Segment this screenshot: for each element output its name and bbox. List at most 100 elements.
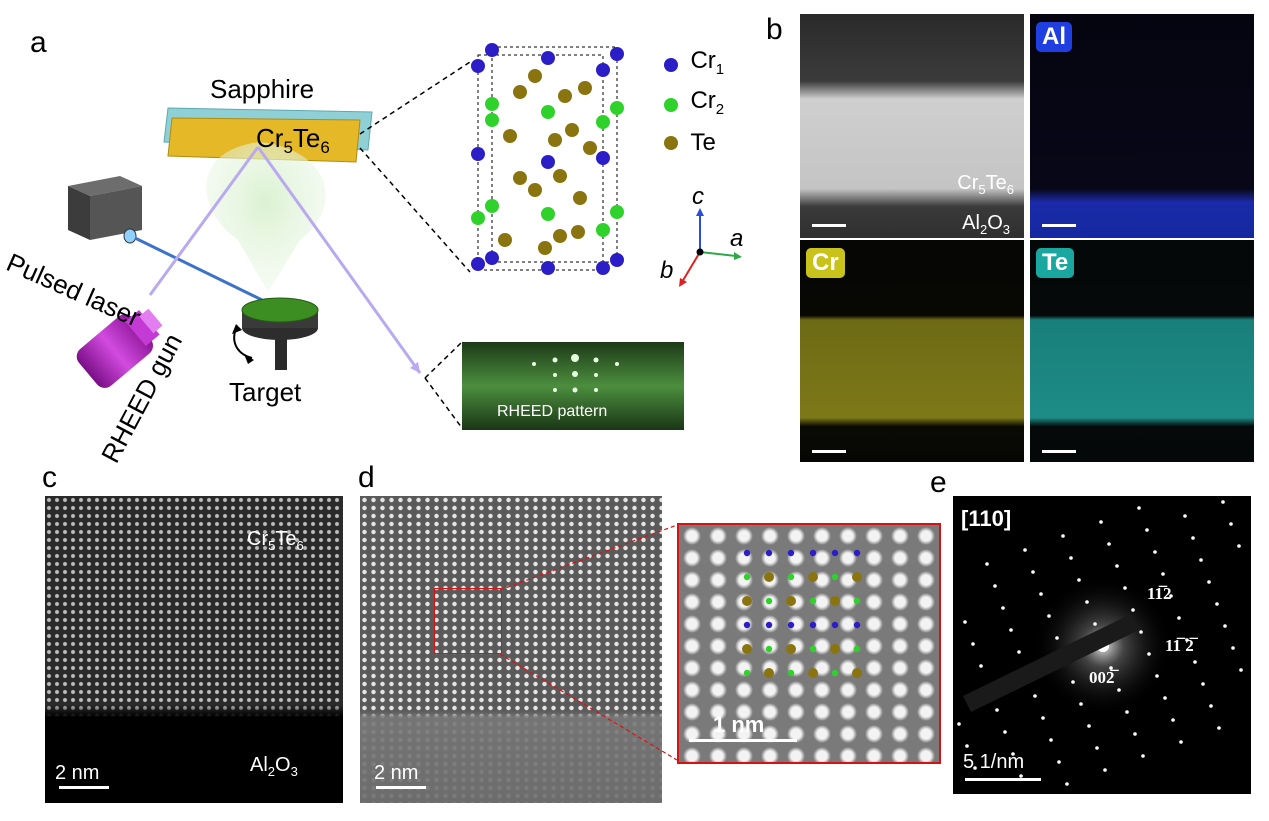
inset-atom (830, 596, 840, 606)
inset-atom (787, 573, 795, 581)
sapphire-label: Sapphire (210, 74, 315, 104)
inset-atom (853, 549, 861, 557)
diffraction-spot (1237, 544, 1241, 548)
te-atom (503, 129, 517, 143)
diffraction-spot (963, 620, 967, 624)
inset-atom (743, 621, 751, 629)
scale-label: 2 nm (374, 762, 419, 784)
te-atom (553, 169, 567, 183)
te-atom (513, 171, 527, 185)
scale-bar (1042, 224, 1076, 227)
inset-atom (830, 644, 840, 654)
scale-bar (812, 450, 846, 453)
spot-label-3: 002̅ (1089, 668, 1115, 687)
inset-atom (743, 549, 751, 557)
diffraction-spot (1071, 680, 1075, 684)
diffraction-spot (1207, 580, 1211, 584)
te-atom (571, 225, 585, 239)
diffraction-spot (993, 584, 997, 588)
diffraction-spot (985, 562, 989, 566)
panel-label-d: d (358, 461, 375, 494)
inset-atom (809, 645, 817, 653)
legend-dot (664, 58, 678, 73)
te-atom (528, 183, 542, 197)
inset-atom (808, 572, 818, 582)
diffraction-spot (1077, 578, 1081, 582)
diffraction-spot (1107, 542, 1111, 546)
diffraction-spot (1133, 732, 1137, 736)
zone-axis-label: [110] (961, 506, 1012, 531)
diffraction-spot (957, 722, 961, 726)
cr2-atom (596, 115, 610, 129)
diffraction-spot (965, 744, 969, 748)
substrate-label: Al2O3 (250, 754, 298, 779)
diffraction-spot (1019, 774, 1023, 778)
diffraction-spot (1047, 614, 1051, 618)
inset-atom (831, 621, 839, 629)
cr1-atom (610, 253, 624, 267)
inset-atom (742, 644, 752, 654)
deposition-schematic (68, 43, 742, 430)
diffraction-spot (1011, 752, 1015, 756)
diffraction-spot (1103, 768, 1107, 772)
inset-atom (786, 596, 796, 606)
cr2-atom (541, 207, 555, 221)
scale-bar (59, 786, 109, 789)
cr2-atom (596, 223, 610, 237)
element-badge-al: Al (1036, 22, 1072, 52)
inset-atom (853, 621, 861, 629)
film-label: Cr5Te6 (256, 123, 330, 158)
te-atom (498, 233, 512, 247)
diffraction-spot (1191, 536, 1195, 540)
film-label: Cr5Te6 (957, 172, 1014, 197)
diffraction-spot (1099, 520, 1103, 524)
te-atom (528, 69, 542, 83)
diffraction-spot (1049, 738, 1053, 742)
te-atom (538, 241, 552, 255)
diffraction-spot (1085, 600, 1089, 604)
cr2-atom (610, 205, 624, 219)
hrtem-image-d: 2 nm (360, 496, 662, 803)
cr1-atom (471, 257, 485, 271)
diffraction-pattern: [110] 11̅2 11̅ 2̅ 002̅ 5 1/nm (953, 496, 1251, 794)
diffraction-spot (1209, 704, 1213, 708)
legend-dot (664, 98, 678, 113)
inset-atom (765, 621, 773, 629)
cr1-atom (541, 261, 555, 275)
axis-a-label: a (730, 225, 744, 252)
diffraction-spot (1131, 608, 1135, 612)
inset-atom (764, 668, 774, 678)
legend-item-cr2: Cr2 (664, 88, 724, 123)
diffraction-spot (1221, 500, 1225, 504)
cr1-atom (471, 147, 485, 161)
cr1-atom (485, 43, 499, 57)
plume (206, 142, 326, 292)
inset-atom (765, 549, 773, 557)
diffraction-spot (1183, 514, 1187, 518)
diffraction-spot (1117, 688, 1121, 692)
diffraction-spot (1199, 558, 1203, 562)
diffraction-spot (1031, 570, 1035, 574)
inset-atom (831, 573, 839, 581)
diffraction-spot (1215, 602, 1219, 606)
te-atom (558, 89, 572, 103)
diffraction-spot (1141, 754, 1145, 758)
diffraction-spot (1069, 556, 1073, 560)
atom-overlay (742, 549, 862, 678)
substrate-label: Al2O3 (962, 212, 1010, 237)
film-label: Cr5Te6 (247, 528, 304, 553)
inset-scale-label: 1 nm (713, 712, 765, 737)
diffraction-spot (1139, 630, 1143, 634)
legend-item-te: Te (664, 130, 716, 156)
diffraction-spot (1185, 638, 1189, 642)
panel-label-a: a (30, 26, 47, 59)
element-badge-te: Te (1036, 248, 1075, 278)
cr2-atom (485, 113, 499, 127)
diffraction-spot (971, 642, 975, 646)
te-atom (583, 141, 597, 155)
diffraction-spot (1003, 730, 1007, 734)
diffraction-spot (1153, 550, 1157, 554)
diffraction-spots (957, 500, 1243, 786)
panel-label-b: b (766, 13, 783, 46)
diffraction-spot (1239, 668, 1243, 672)
